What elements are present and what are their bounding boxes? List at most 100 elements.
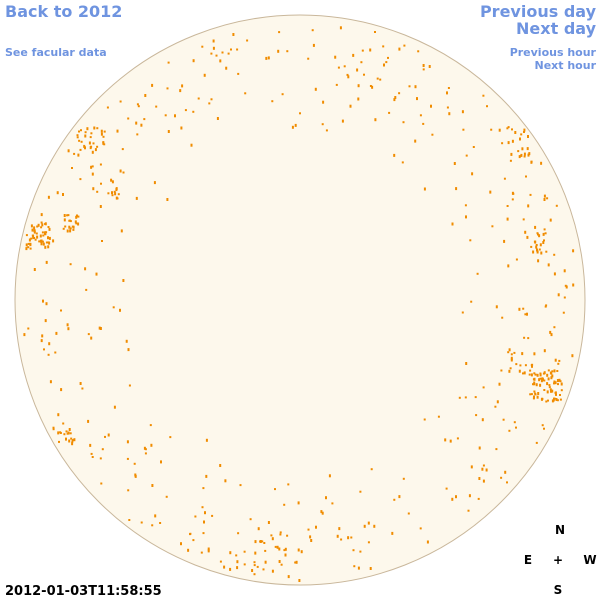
facula: [565, 285, 568, 289]
facula: [422, 64, 425, 67]
facula: [322, 100, 325, 104]
facula: [446, 91, 448, 95]
facula: [41, 334, 44, 338]
facula: [78, 130, 80, 133]
facula: [204, 511, 206, 515]
facula: [369, 48, 372, 52]
facula: [271, 100, 274, 103]
facula: [559, 398, 562, 401]
facula: [512, 192, 515, 195]
facula: [508, 429, 511, 432]
facula: [69, 227, 72, 230]
facula: [66, 214, 69, 217]
facula: [278, 547, 281, 551]
facula: [253, 561, 256, 564]
facular-link[interactable]: See facular data: [5, 46, 107, 59]
facula: [116, 129, 119, 133]
facula: [47, 353, 50, 356]
facula: [533, 395, 535, 399]
facula: [553, 326, 556, 329]
facula: [550, 372, 553, 375]
facula: [537, 233, 539, 236]
facula: [38, 240, 41, 243]
facula: [244, 92, 247, 95]
facula: [535, 441, 538, 444]
facula: [113, 405, 116, 409]
facula: [294, 123, 297, 127]
facula: [481, 418, 484, 422]
facula: [187, 548, 190, 552]
facula: [403, 44, 406, 47]
facula: [40, 226, 43, 229]
facula: [67, 431, 70, 435]
facula: [490, 128, 493, 131]
facula: [391, 531, 394, 535]
facula: [44, 223, 47, 225]
facula: [167, 130, 170, 133]
facula: [136, 103, 139, 106]
facula: [514, 131, 517, 134]
facula: [58, 440, 60, 443]
facula: [267, 521, 270, 524]
facula: [91, 456, 94, 458]
facula: [111, 194, 114, 197]
facula: [540, 251, 543, 255]
next-day-link[interactable]: Next day: [516, 19, 597, 38]
facula: [533, 381, 536, 385]
facula: [125, 339, 128, 343]
facula: [52, 239, 55, 243]
facula: [357, 97, 360, 101]
facula: [27, 327, 30, 330]
facula: [66, 229, 69, 233]
facula: [223, 565, 226, 569]
compass-south: S: [554, 583, 563, 597]
facula: [60, 388, 63, 392]
facula: [69, 432, 72, 435]
facula: [87, 419, 90, 423]
facula: [87, 333, 90, 336]
facula: [543, 349, 546, 353]
facula: [164, 114, 167, 117]
facula: [529, 393, 532, 396]
facula: [464, 204, 467, 207]
facula: [544, 305, 547, 308]
facula: [562, 311, 565, 314]
facula: [519, 137, 521, 141]
facula: [550, 333, 553, 337]
facula: [465, 154, 468, 157]
facula: [115, 188, 118, 192]
facula: [556, 370, 559, 372]
facula: [553, 253, 556, 256]
facula: [201, 506, 204, 509]
facula: [530, 373, 533, 377]
facula: [551, 374, 554, 378]
back-link[interactable]: Back to 2012: [5, 2, 122, 21]
facula: [507, 264, 510, 268]
previous-hour-link[interactable]: Previous hour: [510, 46, 597, 59]
facula: [30, 224, 33, 228]
next-hour-link[interactable]: Next hour: [535, 59, 597, 72]
facula: [203, 520, 205, 524]
facula: [71, 440, 74, 443]
facula: [72, 225, 75, 229]
facula: [40, 213, 43, 217]
previous-day-link[interactable]: Previous day: [480, 2, 597, 21]
facula: [44, 231, 46, 235]
facula: [482, 94, 485, 97]
facula: [542, 378, 544, 382]
facula: [286, 534, 289, 537]
facula: [515, 426, 517, 429]
facula: [470, 300, 473, 303]
facula: [530, 393, 533, 396]
facula: [557, 379, 559, 381]
facula: [331, 502, 334, 505]
facula: [523, 128, 526, 132]
facula: [144, 452, 147, 455]
facula: [63, 214, 66, 217]
facula: [117, 193, 120, 196]
facula: [100, 129, 103, 133]
facula: [495, 448, 498, 451]
facula: [515, 258, 518, 261]
facula: [547, 369, 550, 372]
facula: [127, 117, 130, 120]
